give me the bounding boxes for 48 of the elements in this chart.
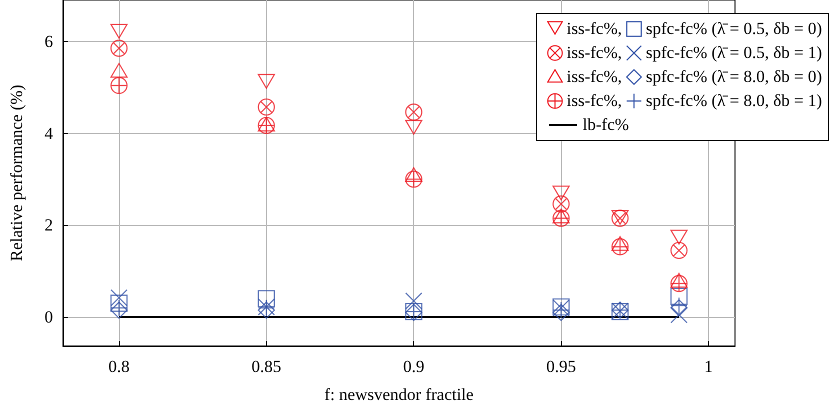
legend-label: spfc-fc% (λ̄ = 0.5, δb = 0) xyxy=(646,18,822,40)
y-tick-label: 0 xyxy=(44,308,53,327)
point xyxy=(258,74,275,89)
x-tick-label: 0.95 xyxy=(546,357,576,376)
point xyxy=(670,230,688,244)
point xyxy=(552,186,570,200)
point xyxy=(670,272,688,288)
legend-label: iss-fc%, xyxy=(566,90,622,112)
point xyxy=(258,116,275,134)
x-axis-title: f: newsvendor fractile xyxy=(324,385,474,404)
point xyxy=(670,306,688,324)
point xyxy=(552,195,570,213)
point xyxy=(258,116,275,132)
point xyxy=(611,238,629,256)
point xyxy=(552,208,570,224)
point xyxy=(670,288,688,305)
legend-label: lb-fc% xyxy=(582,114,629,136)
point xyxy=(405,120,422,135)
legend-label: iss-fc%, xyxy=(566,66,622,88)
x-tick-label: 1 xyxy=(704,357,713,376)
point xyxy=(670,274,688,292)
point xyxy=(405,170,422,188)
x-tick-label: 0.85 xyxy=(251,357,282,376)
y-tick-label: 4 xyxy=(44,124,54,143)
legend-label: iss-fc%, xyxy=(566,18,622,40)
point xyxy=(110,76,128,94)
point xyxy=(110,289,128,306)
point xyxy=(258,98,275,116)
point xyxy=(258,290,275,308)
legend-label: iss-fc%, xyxy=(566,42,622,64)
point xyxy=(110,294,128,312)
legend-label: spfc-fc% (λ̄ = 8.0, δb = 0) xyxy=(646,66,822,88)
y-tick-label: 2 xyxy=(44,216,53,235)
x-tick-label: 0.9 xyxy=(403,357,424,376)
point xyxy=(110,24,128,39)
x-tick-label: 0.8 xyxy=(108,357,130,376)
y-tick-label: 6 xyxy=(44,32,53,51)
point xyxy=(405,292,422,310)
point xyxy=(611,236,629,251)
point xyxy=(405,167,422,182)
point xyxy=(110,62,128,78)
point xyxy=(670,242,688,260)
point xyxy=(552,210,570,227)
legend-label: spfc-fc% (λ̄ = 8.0, δb = 1) xyxy=(646,90,822,112)
point xyxy=(110,40,128,57)
point xyxy=(405,104,422,121)
legend-label: spfc-fc% (λ̄ = 0.5, δb = 1) xyxy=(646,42,822,64)
y-axis-title: Relative performance (%) xyxy=(7,84,26,262)
